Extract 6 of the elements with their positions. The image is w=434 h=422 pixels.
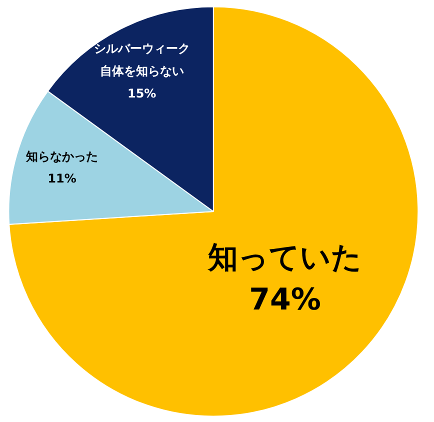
slice-label: 知っていた — [207, 240, 362, 276]
data-label: 74% — [249, 282, 321, 318]
slice-label: シルバーウィーク自体を知らない — [94, 42, 190, 78]
data-label: 11% — [48, 172, 76, 186]
data-label: 15% — [127, 86, 156, 100]
slice-label: 知らなかった — [25, 149, 98, 164]
